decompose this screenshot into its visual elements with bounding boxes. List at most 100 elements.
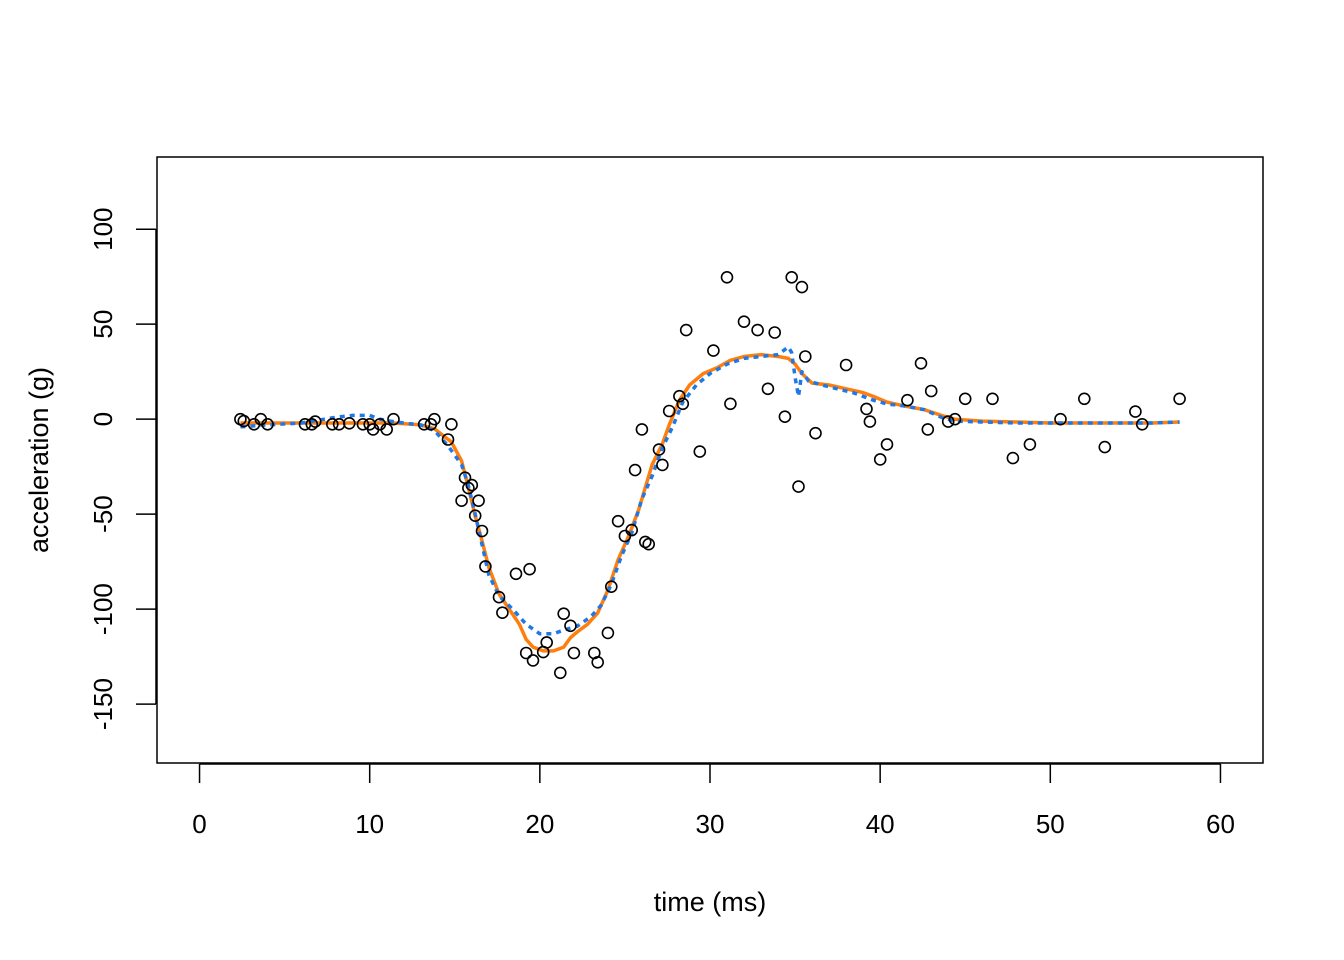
data-point (693, 445, 707, 458)
solid-fit-line (240, 352, 1180, 653)
data-point (662, 404, 676, 418)
data-point (628, 463, 642, 477)
data-point (958, 392, 972, 406)
data-point (676, 397, 690, 411)
data-point (557, 607, 571, 621)
data-point (604, 580, 618, 594)
data-point (496, 606, 509, 620)
data-point (428, 412, 441, 426)
data-point (948, 412, 962, 426)
data-point (652, 443, 666, 456)
data-point (472, 494, 485, 508)
data-point (1006, 451, 1020, 465)
data-point (656, 458, 669, 472)
data-point (761, 382, 775, 396)
data-point (261, 417, 274, 431)
y-axis-title: acceleration (g) (24, 367, 54, 553)
x-tick-label: 50 (1036, 809, 1065, 839)
x-tick-label: 60 (1206, 809, 1235, 839)
y-tick-label: 50 (88, 310, 118, 339)
x-axis: 0 10 20 30 40 50 60 (192, 763, 1235, 839)
data-point (526, 654, 540, 667)
y-axis: -150 -100 -50 0 50 100 (88, 207, 157, 730)
data-point (591, 655, 605, 669)
data-point (642, 537, 656, 551)
data-point (564, 619, 577, 633)
data-point (455, 494, 468, 508)
data-point (1129, 405, 1142, 418)
data-point (792, 480, 805, 493)
data-point (601, 626, 615, 640)
data-point (873, 453, 887, 466)
data-point (778, 410, 792, 424)
points-layer (234, 270, 1186, 680)
data-point (751, 323, 764, 337)
x-tick-label: 30 (696, 809, 725, 839)
data-point (720, 270, 734, 284)
data-point (567, 646, 581, 660)
y-tick-label: -150 (88, 678, 118, 730)
data-point (795, 280, 809, 294)
data-point (553, 666, 567, 680)
data-point (635, 423, 649, 436)
data-point (1078, 392, 1091, 406)
data-point (417, 417, 431, 431)
data-point (880, 438, 894, 451)
data-point (441, 433, 455, 446)
data-point (679, 323, 693, 337)
y-tick-label: 0 (88, 412, 118, 426)
data-point (724, 397, 737, 411)
data-point (465, 478, 479, 492)
data-point (445, 417, 458, 431)
plot-frame (156, 156, 1264, 764)
data-point (387, 412, 400, 426)
data-point (986, 392, 999, 406)
data-point (540, 636, 554, 649)
data-point (768, 326, 782, 339)
x-tick-label: 0 (192, 809, 206, 839)
data-point (380, 423, 394, 436)
data-point (468, 509, 482, 523)
data-point (1023, 438, 1037, 451)
x-tick-label: 10 (355, 809, 384, 839)
data-point (519, 646, 533, 660)
data-point (901, 393, 914, 407)
y-tick-label: 100 (88, 207, 118, 250)
data-point (611, 514, 625, 528)
data-point (325, 417, 339, 431)
data-point (914, 356, 928, 370)
x-tick-label: 20 (525, 809, 554, 839)
y-tick-label: -100 (88, 583, 118, 635)
data-point (785, 270, 799, 284)
dashed-fit-line (240, 345, 1180, 636)
data-point (921, 423, 935, 436)
series-layer (240, 345, 1180, 653)
data-point (860, 402, 873, 416)
data-point (1054, 412, 1067, 426)
data-point (798, 350, 812, 363)
data-point (479, 560, 492, 573)
data-point (523, 562, 536, 576)
data-point (1098, 440, 1112, 454)
y-tick-label: -50 (88, 495, 118, 533)
data-point (638, 535, 652, 549)
data-point (308, 415, 322, 428)
data-point (462, 481, 475, 495)
data-point (509, 567, 523, 581)
data-point (625, 523, 639, 537)
data-point (839, 358, 853, 372)
data-point (863, 415, 877, 428)
data-point (737, 315, 751, 329)
data-point (924, 384, 938, 398)
data-point (492, 590, 506, 604)
x-tick-label: 40 (866, 809, 895, 839)
data-point (342, 416, 356, 430)
data-point (1135, 417, 1149, 431)
data-point (305, 417, 319, 431)
data-point (475, 524, 489, 538)
data-point (941, 415, 955, 428)
data-point (673, 389, 686, 403)
data-point (356, 417, 370, 431)
data-point (1173, 392, 1186, 406)
